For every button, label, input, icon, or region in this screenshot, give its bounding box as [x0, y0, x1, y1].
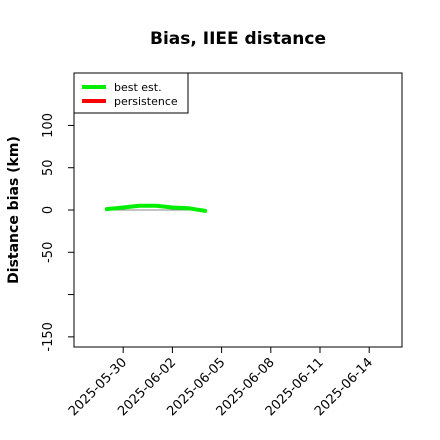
y-tick-label: -150	[41, 322, 56, 352]
y-axis-label: Distance bias (km)	[6, 136, 22, 284]
y-tick-label: 50	[41, 159, 56, 176]
chart-title: Bias, IIEE distance	[150, 29, 326, 49]
legend-label: best est.	[114, 81, 162, 94]
series-line	[104, 203, 208, 213]
legend-label: persistence	[114, 95, 178, 108]
y-tick-label: 0	[41, 206, 56, 214]
y-tick-label: -50	[41, 242, 56, 263]
y-tick-label: 100	[41, 113, 56, 138]
legend-box	[73, 72, 189, 114]
